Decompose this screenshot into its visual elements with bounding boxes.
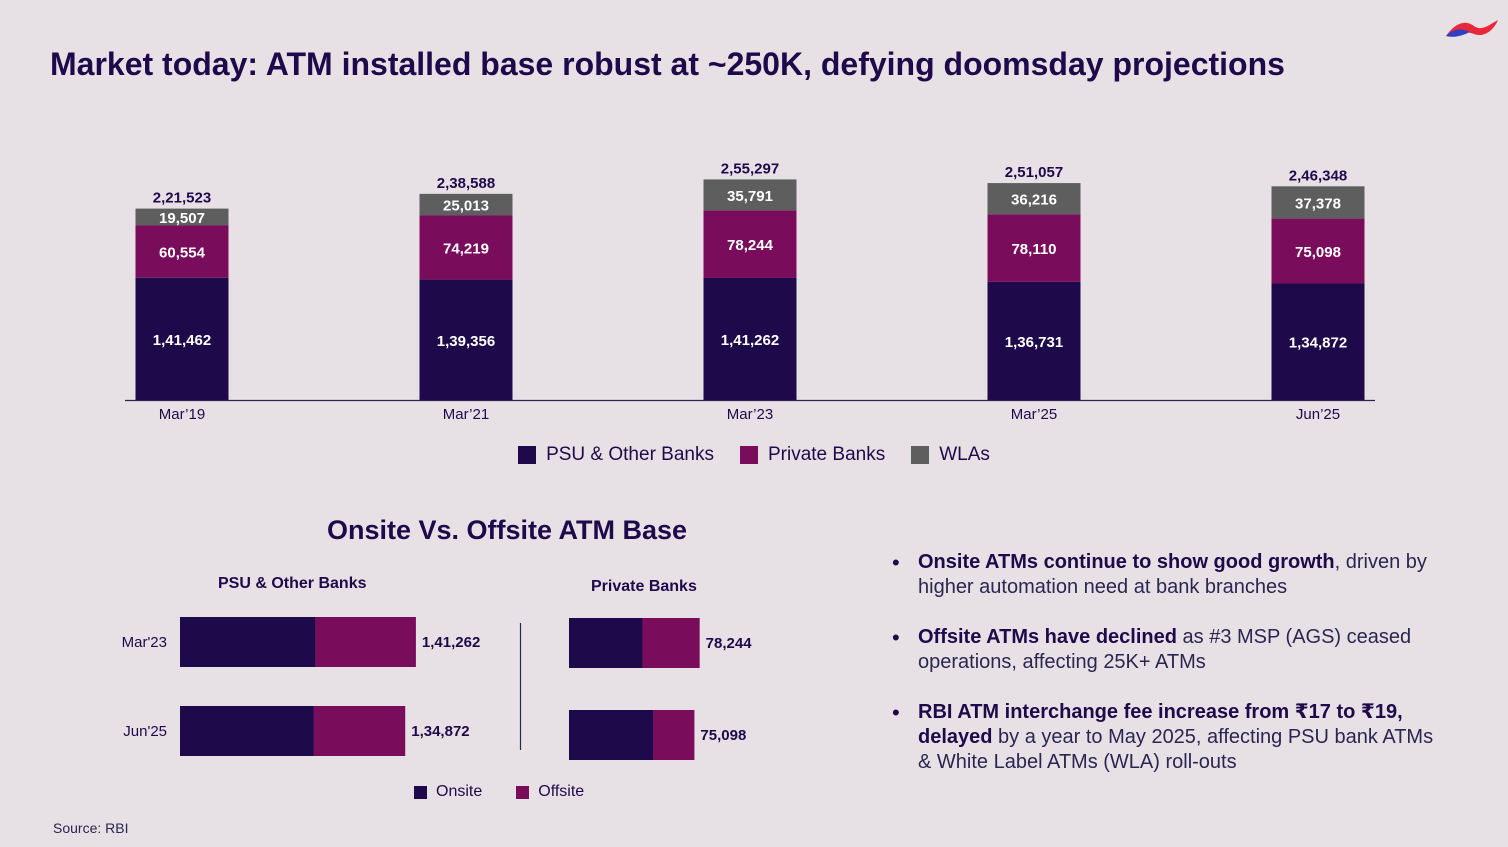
legend-swatch-psu xyxy=(518,446,537,464)
bar-segment-psu xyxy=(419,279,513,400)
bar-segment-private xyxy=(135,225,229,278)
onsite-offsite-legend: Onsite Offsite xyxy=(414,783,584,801)
legend-label-offsite: Offsite xyxy=(538,783,585,800)
bar-value-label: 78,244 xyxy=(727,237,774,254)
bar-total-label: 78,244 xyxy=(706,635,753,652)
bar-segment-private xyxy=(419,215,513,280)
bar-value-label: 1,39,356 xyxy=(437,333,495,350)
bar-segment-psu xyxy=(1271,283,1365,400)
insight-item: Onsite ATMs continue to show good growth… xyxy=(890,550,1450,600)
onsite-offsite-title: Onsite Vs. Offsite ATM Base xyxy=(326,515,688,545)
insight-text: , driven by higher automation need at ba… xyxy=(918,551,1427,598)
legend-swatch-private xyxy=(739,446,758,464)
bar-segment-wla xyxy=(419,193,513,216)
bar-segment-wla xyxy=(987,183,1081,215)
bar-value-label: 1,36,731 xyxy=(1005,334,1063,351)
insight-bold: RBI ATM interchange fee increase from ₹1… xyxy=(918,701,1403,748)
group-label-private: Private Banks xyxy=(591,578,697,595)
bar-value-label: 78,110 xyxy=(1011,241,1056,258)
bar-value-label: 35,791 xyxy=(727,188,773,205)
legend-item-psu: PSU & Other Banks xyxy=(518,444,714,466)
group-label-psu: PSU & Other Banks xyxy=(218,575,367,592)
brand-swoosh-icon xyxy=(1446,20,1498,37)
horizontal-bar-chart: 1,41,262 Mar'23 1,34,872 Jun'25 78,244 75,098 xyxy=(122,617,753,760)
bar-segment-wla xyxy=(1271,186,1365,219)
bar-total-label: 1,41,262 xyxy=(422,634,480,651)
bar-value-label: 37,378 xyxy=(1295,195,1341,212)
legend-swatch-wla xyxy=(911,446,930,464)
x-tick-label: Mar’21 xyxy=(443,406,489,423)
x-tick-label: Mar’23 xyxy=(727,406,773,423)
legend-label-private: Private Banks xyxy=(767,444,886,465)
bar-value-label: 19,507 xyxy=(159,210,205,227)
legend-item-offsite: Offsite xyxy=(516,783,584,801)
bar-segment-offsite xyxy=(315,617,416,667)
bar-total-label: 2,51,057 xyxy=(1005,164,1063,181)
bar-value-label: 1,34,872 xyxy=(1289,335,1347,352)
bar-total-label: 2,21,523 xyxy=(153,190,211,207)
bar-total-label: 2,55,297 xyxy=(721,160,779,177)
bar-segment-offsite xyxy=(653,710,695,760)
x-tick-label: Mar’25 xyxy=(1011,406,1057,423)
legend-item-onsite: Onsite xyxy=(414,783,482,801)
insight-item: Offsite ATMs have declined as #3 MSP (AG… xyxy=(890,625,1450,675)
bar-value-label: 75,098 xyxy=(1295,244,1341,261)
bar-segment-wla xyxy=(703,179,797,211)
main-legend: PSU & Other Banks Private Banks WLAs xyxy=(0,444,1508,466)
legend-label-wla: WLAs xyxy=(939,444,990,465)
legend-swatch-onsite xyxy=(414,785,427,799)
bar-value-label: 1,41,262 xyxy=(721,332,779,349)
bar-segment-private xyxy=(987,214,1081,282)
insights-list: Onsite ATMs continue to show good growth… xyxy=(890,550,1450,800)
x-tick-label: Mar’19 xyxy=(159,406,205,423)
x-tick-label: Jun’25 xyxy=(1296,406,1340,423)
stacked-bar-chart: 1,41,462 60,554 19,507 2,21,523 Mar’19 1,39,3… xyxy=(125,160,1375,423)
bar-value-label: 25,013 xyxy=(443,198,489,215)
bar-total-label: 1,34,872 xyxy=(411,723,469,740)
insight-text: by a year to May 2025, affecting PSU ban… xyxy=(918,726,1434,773)
bar-value-label: 74,219 xyxy=(443,241,489,258)
bar-value-label: 60,554 xyxy=(159,245,206,262)
bar-total-label: 2,46,348 xyxy=(1289,167,1347,184)
bar-segment-onsite xyxy=(569,618,643,668)
bar-total-label: 75,098 xyxy=(700,727,746,744)
bar-value-label: 36,216 xyxy=(1011,192,1057,209)
bar-segment-offsite xyxy=(313,706,406,756)
bar-segment-onsite xyxy=(569,710,654,760)
bar-segment-private xyxy=(703,210,797,278)
bar-total-label: 2,38,588 xyxy=(437,175,495,192)
legend-item-wla: WLAs xyxy=(911,444,990,466)
y-tick-label: Mar'23 xyxy=(122,634,167,651)
legend-swatch-offsite xyxy=(516,785,530,799)
bar-segment-psu xyxy=(135,277,229,400)
insight-item: RBI ATM interchange fee increase from ₹1… xyxy=(890,700,1450,775)
bar-segment-onsite xyxy=(180,617,316,667)
bar-segment-psu xyxy=(987,281,1081,400)
legend-item-private: Private Banks xyxy=(739,444,886,466)
bar-segment-offsite xyxy=(642,618,700,668)
insight-text: as #3 MSP (AGS) ceased operations, affec… xyxy=(918,626,1412,673)
bar-segment-wla xyxy=(135,208,229,226)
bar-value-label: 1,41,462 xyxy=(153,332,211,349)
y-tick-label: Jun'25 xyxy=(123,723,167,740)
insight-bold: Offsite ATMs have declined xyxy=(918,626,1177,648)
bar-segment-private xyxy=(1271,218,1365,284)
bar-segment-psu xyxy=(703,277,797,400)
legend-label-onsite: Onsite xyxy=(436,783,483,800)
insight-bold: Onsite ATMs continue to show good growth xyxy=(918,551,1335,573)
legend-label-psu: PSU & Other Banks xyxy=(546,444,714,465)
page-title: Market today: ATM installed base robust … xyxy=(50,46,1285,82)
source-note: Source: RBI xyxy=(53,820,129,836)
bar-segment-onsite xyxy=(180,706,314,756)
